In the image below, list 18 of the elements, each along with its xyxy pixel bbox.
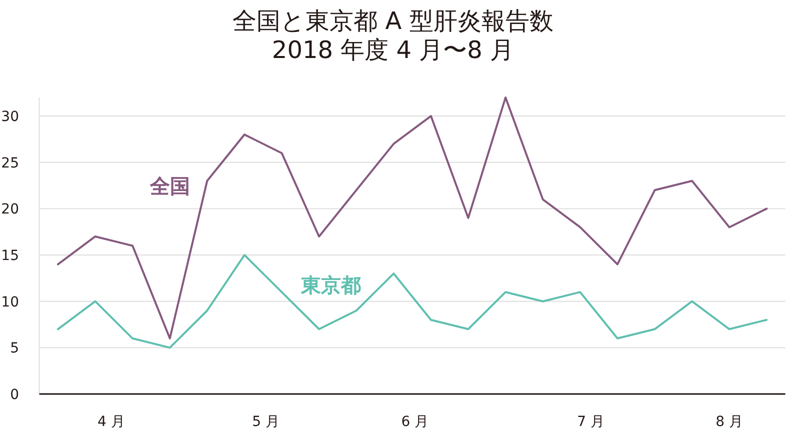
y-tick-label: 30 xyxy=(1,109,19,126)
y-tick-label: 5 xyxy=(10,340,19,357)
x-tick-label: 4 月 xyxy=(98,414,125,430)
y-tick-label: 10 xyxy=(1,294,19,310)
x-tick-label: 6 月 xyxy=(401,414,429,430)
x-tick-label: 5 月 xyxy=(252,414,280,430)
y-tick-label: 0 xyxy=(10,387,19,403)
line-series xyxy=(56,96,768,340)
y-tick-label: 15 xyxy=(1,248,19,264)
chart-subtitle: 2018 年度 4 月〜8 月 xyxy=(272,36,514,64)
series-label: 全国 xyxy=(149,174,190,198)
chart-title: 全国と東京都 A 型肝炎報告数 xyxy=(232,7,554,35)
line-series xyxy=(56,254,768,349)
y-tick-label: 20 xyxy=(1,202,19,218)
x-tick-label: 7 月 xyxy=(577,414,604,430)
x-tick-label: 8 月 xyxy=(716,414,744,430)
series-label: 東京都 xyxy=(300,273,361,297)
y-tick-label: 25 xyxy=(1,155,19,172)
